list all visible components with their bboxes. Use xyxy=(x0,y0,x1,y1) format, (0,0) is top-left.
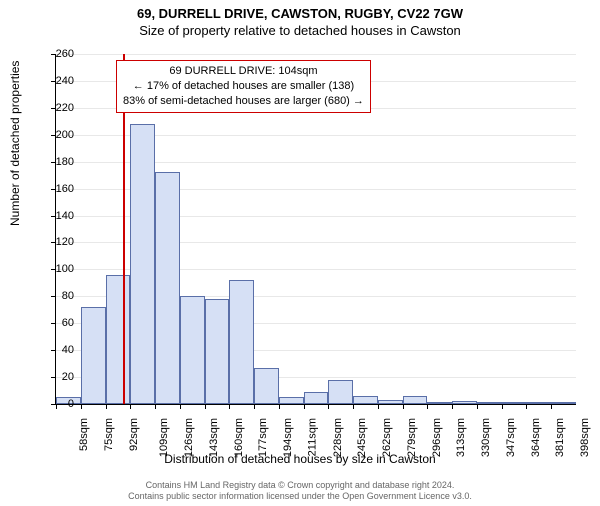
x-tick-label: 211sqm xyxy=(306,418,318,456)
annotation-line: 83% of semi-detached houses are larger (… xyxy=(123,94,364,109)
chart-title: 69, DURRELL DRIVE, CAWSTON, RUGBY, CV22 … xyxy=(0,6,600,21)
bar xyxy=(328,380,353,404)
y-tick-label: 20 xyxy=(34,371,74,383)
bar xyxy=(304,392,329,404)
bar xyxy=(130,124,155,404)
bar xyxy=(403,396,428,404)
y-tick-label: 160 xyxy=(34,183,74,195)
chart-subtitle: Size of property relative to detached ho… xyxy=(0,23,600,38)
bar xyxy=(279,397,304,404)
bar xyxy=(477,402,502,404)
y-tick-label: 180 xyxy=(34,156,74,168)
bar xyxy=(427,402,452,404)
x-tick-label: 58sqm xyxy=(78,418,90,451)
gridline xyxy=(56,54,576,55)
plot-area: 69 DURRELL DRIVE: 104sqm← 17% of detache… xyxy=(55,54,576,405)
y-axis-label: Number of detached properties xyxy=(8,61,22,226)
x-axis-label: Distribution of detached houses by size … xyxy=(0,452,600,466)
annotation-line: 69 DURRELL DRIVE: 104sqm xyxy=(123,64,364,79)
y-tick-label: 120 xyxy=(34,236,74,248)
footer: Contains HM Land Registry data © Crown c… xyxy=(0,480,600,502)
bar xyxy=(205,299,230,404)
bar xyxy=(254,368,279,404)
y-tick-label: 220 xyxy=(34,102,74,114)
bar xyxy=(526,402,551,404)
bar xyxy=(106,275,131,404)
bar xyxy=(155,172,180,404)
bar xyxy=(502,402,527,404)
bar xyxy=(81,307,106,404)
bar xyxy=(180,296,205,404)
y-tick-label: 100 xyxy=(34,263,74,275)
x-tick-label: 75sqm xyxy=(103,418,115,451)
footer-line1: Contains HM Land Registry data © Crown c… xyxy=(0,480,600,491)
x-tick-label: 92sqm xyxy=(128,418,140,451)
y-tick-label: 40 xyxy=(34,344,74,356)
bar xyxy=(452,401,477,404)
bar xyxy=(378,400,403,404)
bar xyxy=(353,396,378,404)
y-tick-label: 0 xyxy=(34,398,74,410)
y-tick-label: 80 xyxy=(34,290,74,302)
annotation: 69 DURRELL DRIVE: 104sqm← 17% of detache… xyxy=(116,60,371,113)
y-tick-label: 200 xyxy=(34,129,74,141)
bar xyxy=(551,402,576,404)
y-tick-label: 260 xyxy=(34,48,74,60)
annotation-line: ← 17% of detached houses are smaller (13… xyxy=(123,79,364,94)
bar xyxy=(229,280,254,404)
y-tick-label: 240 xyxy=(34,75,74,87)
footer-line2: Contains public sector information licen… xyxy=(0,491,600,502)
y-tick-label: 60 xyxy=(34,317,74,329)
y-tick-label: 140 xyxy=(34,210,74,222)
